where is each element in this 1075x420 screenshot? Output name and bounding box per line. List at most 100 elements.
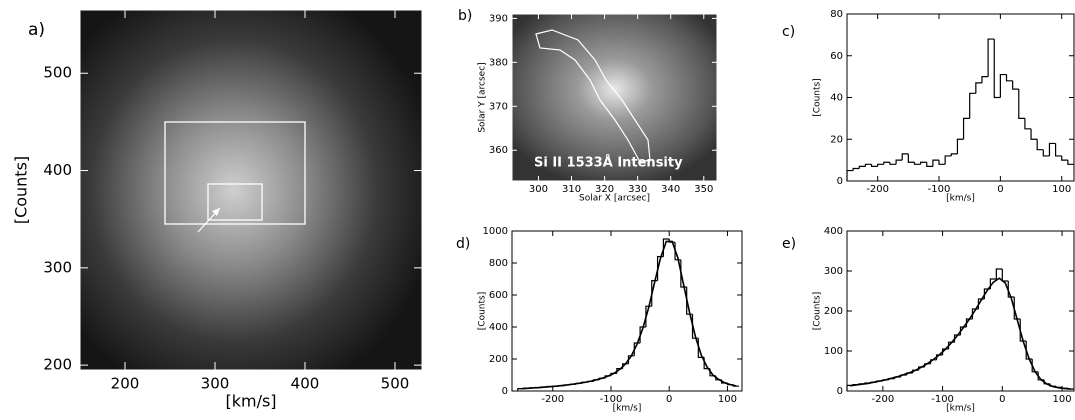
- histogram-step: [895, 159, 903, 165]
- annotation: Si II 1533Å Intensity: [534, 155, 683, 171]
- image-b: [512, 14, 717, 181]
- histogram-step: [864, 163, 872, 167]
- histogram-step: [920, 161, 927, 165]
- x-axis-label: [km/s]: [613, 404, 642, 414]
- histogram-step: [981, 76, 989, 83]
- x-tick-label: 100: [1053, 394, 1072, 405]
- histogram-step: [1024, 118, 1032, 130]
- histogram-step: [883, 161, 890, 165]
- histogram-step: [889, 162, 897, 165]
- histogram-step: [1025, 341, 1033, 360]
- y-tick-label: 300: [824, 266, 843, 277]
- histogram-step: [1061, 155, 1068, 161]
- panel-label: e): [782, 236, 796, 252]
- histogram-step: [1030, 128, 1038, 140]
- y-axis-label: [Counts]: [478, 292, 488, 330]
- histogram-step: [1019, 319, 1027, 342]
- roi-box: [164, 121, 306, 225]
- x-tick-label: 0: [997, 184, 1003, 195]
- fit-line: [849, 277, 1072, 390]
- histogram-step: [907, 153, 915, 163]
- y-tick-label: 0: [502, 386, 508, 397]
- histogram-step: [1007, 281, 1015, 298]
- arrow-head: [212, 208, 220, 216]
- histogram-step: [1054, 143, 1062, 157]
- x-axis-label: [km/s]: [225, 392, 276, 411]
- histogram-step: [1042, 149, 1050, 157]
- histogram-step: [987, 38, 995, 77]
- plot-frame: [79, 9, 423, 371]
- x-tick-label: 400: [291, 375, 320, 393]
- contour: [535, 29, 651, 163]
- y-tick-label: 370: [489, 101, 508, 112]
- y-tick-label: 60: [830, 51, 843, 62]
- y-tick-label: 0: [837, 386, 843, 397]
- y-tick-label: 200: [43, 356, 72, 374]
- histogram-step: [938, 160, 946, 165]
- histogram-step: [975, 82, 982, 94]
- y-tick-label: 400: [824, 226, 843, 237]
- x-tick-label: 340: [661, 184, 680, 195]
- histogram-step: [1067, 160, 1074, 165]
- y-axis-label: Solar Y [arcsec]: [478, 62, 488, 132]
- x-tick-label: 310: [562, 184, 581, 195]
- plot-frame: [846, 230, 1075, 392]
- roi-box-small: [207, 183, 263, 221]
- histogram-step: [1031, 359, 1039, 373]
- y-tick-label: 20: [830, 134, 843, 145]
- histogram-step: [1013, 297, 1021, 320]
- histogram-step: [858, 165, 866, 169]
- x-tick-label: 300: [201, 375, 230, 393]
- histogram-step: [956, 138, 964, 154]
- plot-frame: [846, 13, 1075, 182]
- x-tick-label: 200: [111, 375, 140, 393]
- histogram-step: [852, 167, 860, 171]
- histogram-step: [936, 354, 943, 360]
- histogram-step: [1012, 80, 1019, 90]
- y-tick-label: 100: [824, 346, 843, 357]
- histogram-step: [999, 73, 1007, 98]
- x-tick-label: 330: [628, 184, 647, 195]
- histogram-step: [1005, 74, 1013, 82]
- y-tick-label: 200: [824, 306, 843, 317]
- x-tick-label: -200: [871, 394, 894, 405]
- y-tick-label: 800: [489, 258, 508, 269]
- y-axis-label: [Counts]: [12, 156, 31, 224]
- histogram-step: [926, 162, 933, 167]
- y-tick-label: 600: [489, 290, 508, 301]
- y-tick-label: 40: [830, 93, 843, 104]
- x-tick-label: -100: [931, 394, 954, 405]
- histogram-step: [1036, 139, 1044, 151]
- histogram-step: [846, 169, 854, 181]
- y-axis-label: [Counts]: [813, 292, 823, 330]
- y-tick-label: 300: [43, 258, 72, 276]
- x-tick-label: 500: [381, 375, 410, 393]
- plot-frame: [511, 13, 718, 182]
- x-axis-label: Solar X [arcsec]: [579, 194, 650, 204]
- fit-line: [520, 240, 737, 390]
- image-a: [80, 10, 422, 370]
- y-tick-label: 500: [43, 64, 72, 82]
- panel-label: b): [458, 8, 472, 24]
- histogram-step: [930, 359, 937, 364]
- histogram-step: [995, 268, 1003, 279]
- x-axis-label: [km/s]: [946, 194, 975, 204]
- histogram-step: [932, 159, 940, 167]
- panel-label: a): [28, 20, 45, 40]
- x-tick-label: 320: [595, 184, 614, 195]
- histogram-step: [993, 39, 1001, 99]
- histogram-step: [944, 155, 952, 165]
- y-tick-label: 400: [489, 322, 508, 333]
- x-tick-label: 0: [999, 394, 1005, 405]
- histogram-step: [950, 153, 958, 156]
- y-tick-label: 390: [489, 13, 508, 24]
- x-tick-label: 350: [694, 184, 713, 195]
- x-tick-label: -100: [600, 394, 623, 405]
- panel-label: d): [456, 236, 470, 252]
- y-tick-label: 380: [489, 57, 508, 68]
- y-tick-label: 400: [43, 161, 72, 179]
- y-axis-label: [Counts]: [813, 78, 823, 116]
- y-tick-label: 200: [489, 354, 508, 365]
- y-tick-label: 0: [837, 176, 843, 187]
